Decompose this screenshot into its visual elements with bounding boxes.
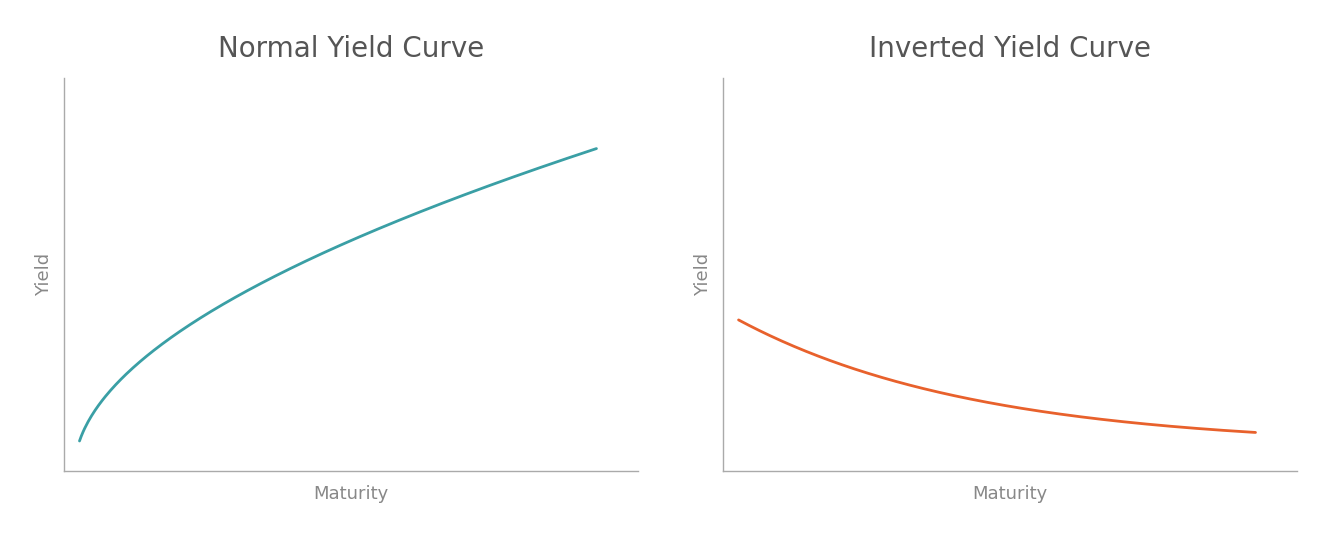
Title: Normal Yield Curve: Normal Yield Curve [218,35,484,63]
Title: Inverted Yield Curve: Inverted Yield Curve [868,35,1151,63]
Y-axis label: Yield: Yield [694,253,711,296]
X-axis label: Maturity: Maturity [313,485,389,503]
X-axis label: Maturity: Maturity [972,485,1048,503]
Y-axis label: Yield: Yield [35,253,53,296]
